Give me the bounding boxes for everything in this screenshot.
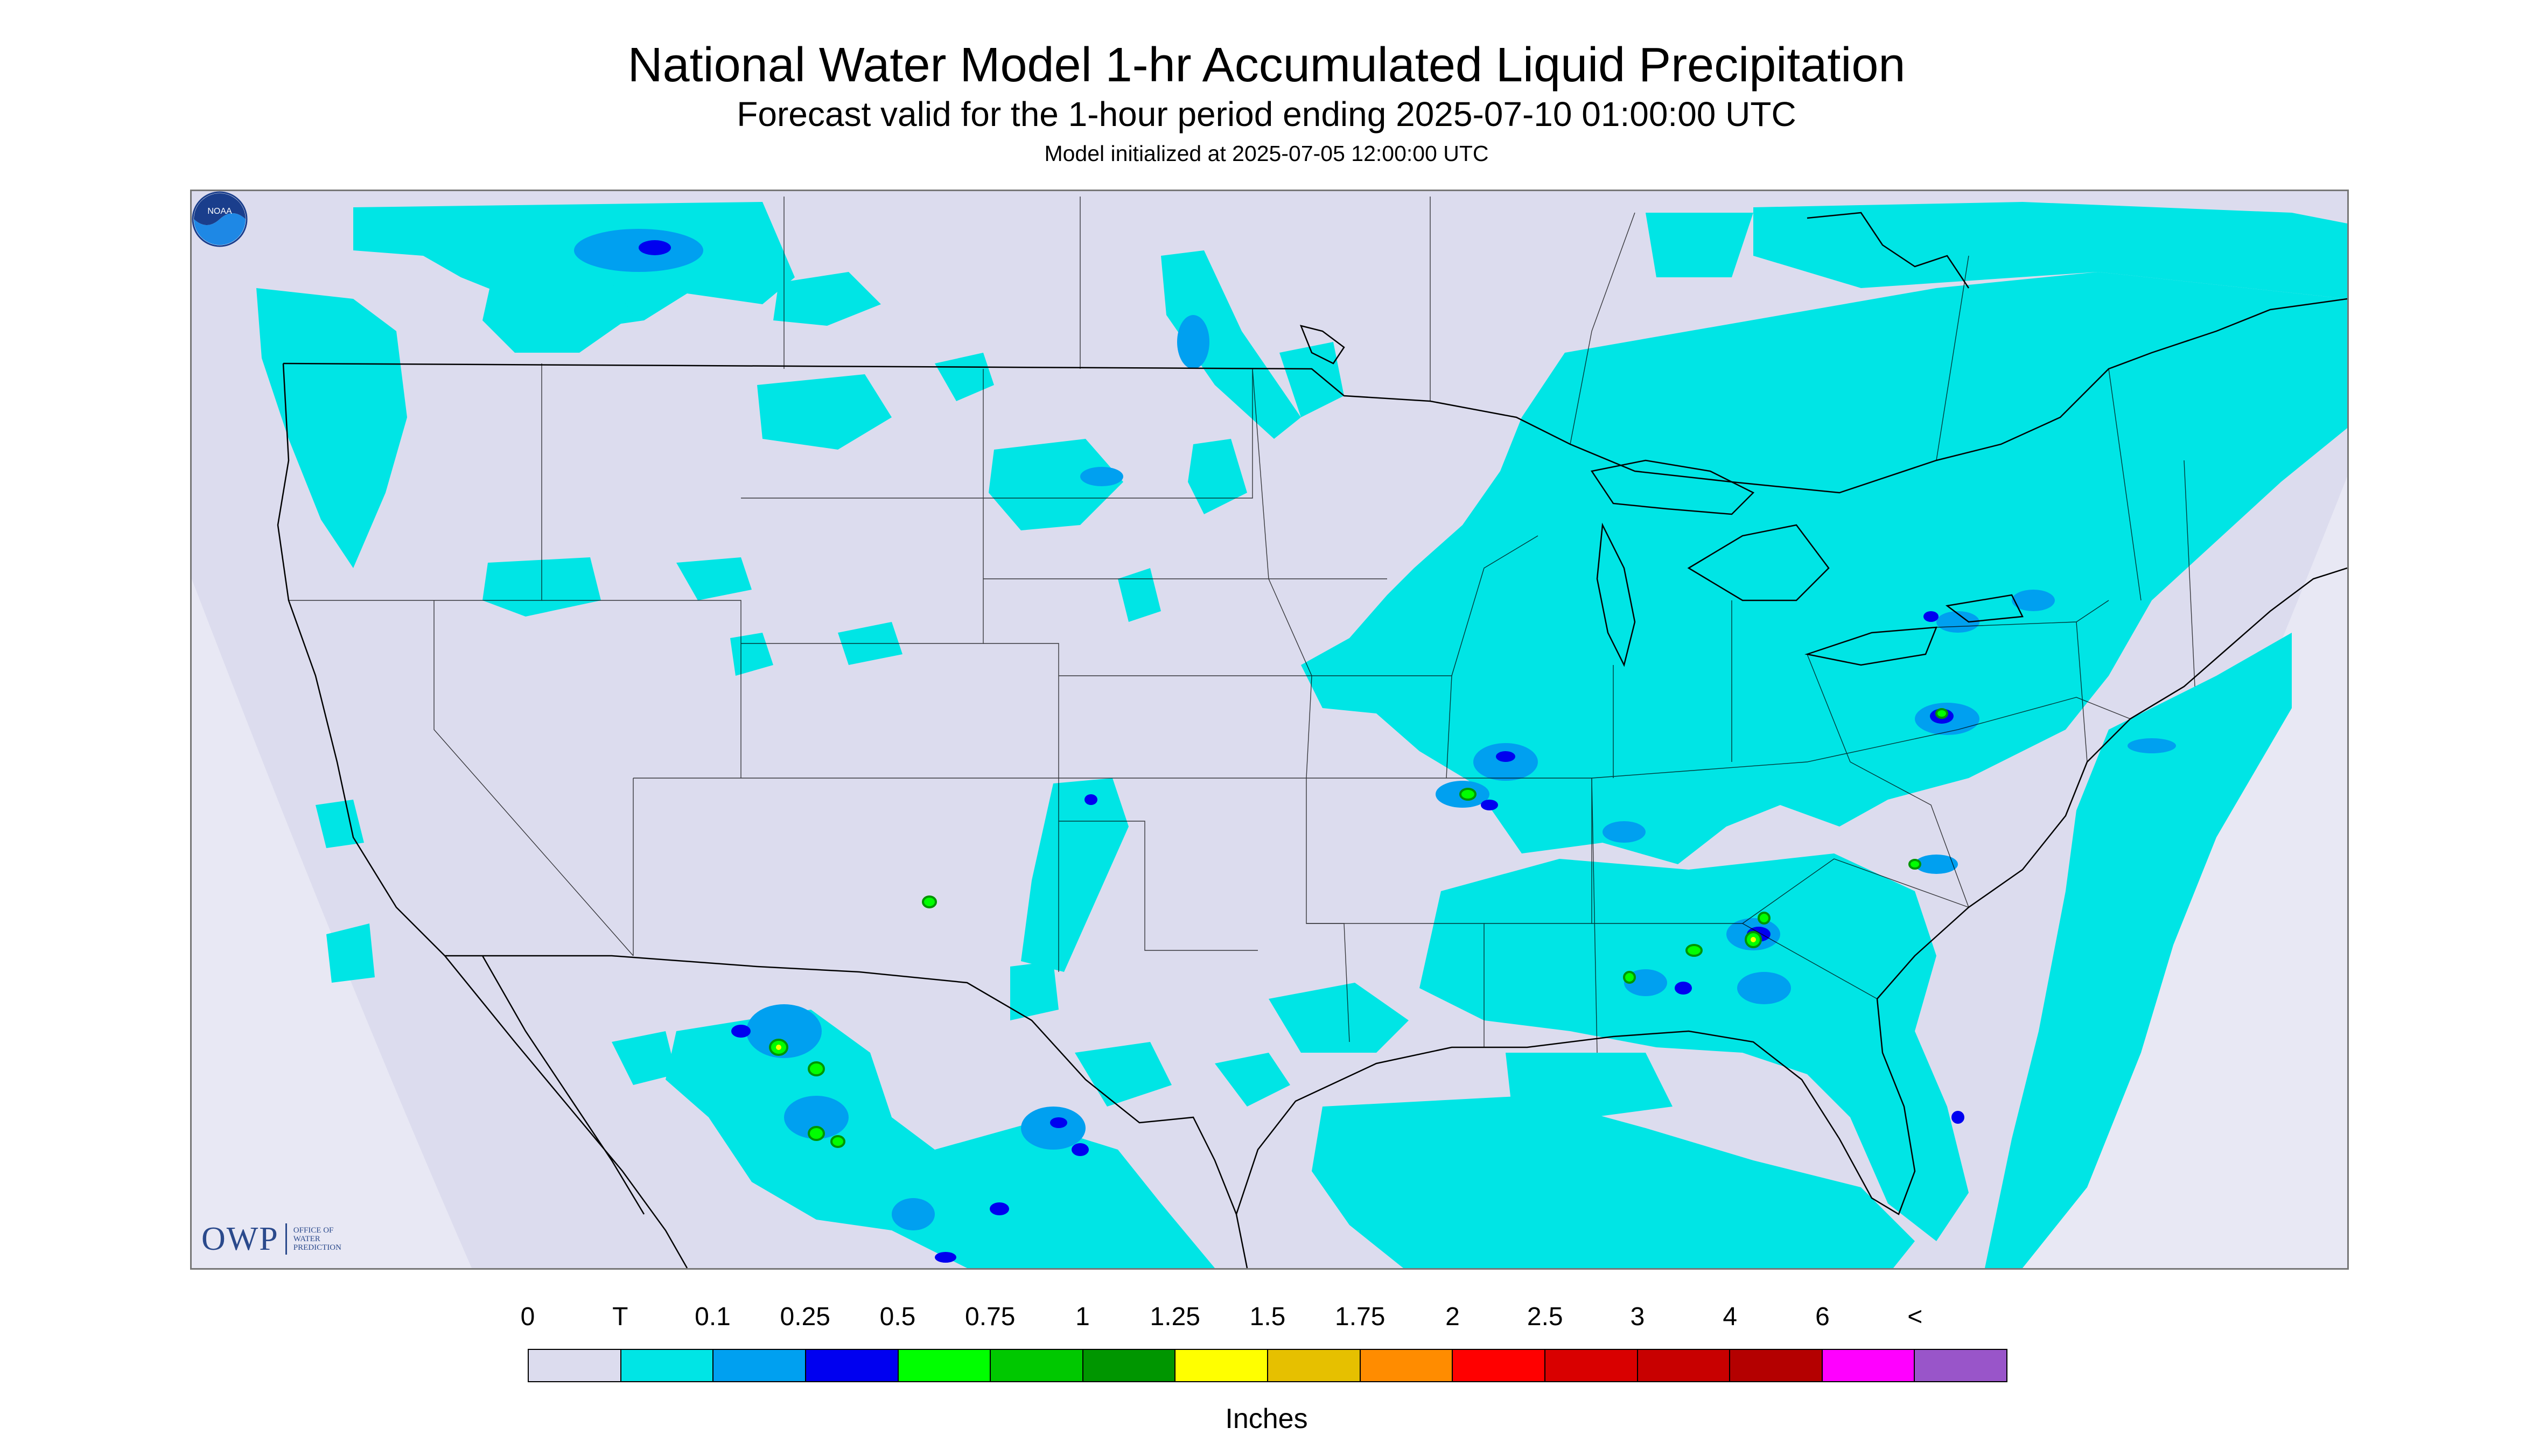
legend-labels: 0 T 0.1 0.25 0.5 0.75 1 1.25 1.5 1.75 2 2.5 3 4 6 < [0, 1302, 2533, 1334]
model-init-text: Model initialized at 2025-07-05 12:00:00… [1044, 141, 1489, 166]
legend-tick-label: < [1907, 1303, 1923, 1331]
domain-edge-left [192, 579, 472, 1268]
legend-swatch [713, 1350, 806, 1381]
state-borders [289, 197, 2195, 1053]
legend-swatch [1730, 1350, 1823, 1381]
noaa-logo-icon: NOAA [192, 191, 248, 247]
legend-tick-label: 0.25 [780, 1303, 830, 1331]
legend-units: Inches [1225, 1403, 1308, 1434]
legend-tick-label: 1.5 [1249, 1303, 1286, 1331]
legend-swatch [1822, 1350, 1915, 1381]
legend-tick-label: T [612, 1303, 628, 1331]
legend-tick-label: 4 [1723, 1303, 1738, 1331]
legend-tick-label: 0.1 [695, 1303, 731, 1331]
legend-swatch [898, 1350, 991, 1381]
precip-very-heavy [776, 937, 1756, 1050]
legend-swatch [1545, 1350, 1638, 1381]
noaa-logo-mark: NOAA [207, 207, 232, 216]
legend-swatch [1268, 1350, 1361, 1381]
map-title: National Water Model 1-hr Accumulated Li… [627, 38, 1906, 92]
domain-edge-right [2006, 477, 2347, 1268]
legend-colorbar [528, 1349, 2007, 1382]
precipitation-map: OWP OFFICE OF WATER PREDICTION NOAA [190, 190, 2349, 1270]
legend-tick-label: 0.75 [965, 1303, 1016, 1331]
legend-swatch [1915, 1350, 2006, 1381]
legend-swatch [1360, 1350, 1453, 1381]
legend-tick-label: 0 [520, 1303, 535, 1331]
legend-tick-label: 3 [1630, 1303, 1645, 1331]
legend-tick-label: 6 [1815, 1303, 1830, 1331]
legend-tick-label: 1.25 [1150, 1303, 1200, 1331]
legend-swatch [806, 1350, 899, 1381]
legend-swatch [1453, 1350, 1545, 1381]
legend-swatch [529, 1350, 621, 1381]
legend-tick-label: 2.5 [1527, 1303, 1563, 1331]
legend-swatch [1083, 1350, 1176, 1381]
legend-swatch [991, 1350, 1083, 1381]
map-canvas [192, 197, 2347, 1268]
precip-trace [256, 202, 2347, 1268]
legend-tick-label: 1 [1075, 1303, 1090, 1331]
map-subtitle: Forecast valid for the 1-hour period end… [737, 95, 1796, 134]
legend-swatch [621, 1350, 714, 1381]
legend-tick-label: 0.5 [879, 1303, 916, 1331]
legend-tick-label: 1.75 [1335, 1303, 1386, 1331]
precip-light [574, 229, 2176, 1230]
legend-swatch [1175, 1350, 1268, 1381]
map-borders [277, 212, 2347, 1268]
legend-tick-label: 2 [1445, 1303, 1460, 1331]
owp-logo-text: OFFICE OF WATER PREDICTION [293, 1226, 341, 1252]
precip-medium [639, 240, 1964, 1263]
owp-logo: OWP OFFICE OF WATER PREDICTION [201, 1220, 341, 1258]
owp-logo-divider [285, 1223, 287, 1255]
legend-swatch [1638, 1350, 1731, 1381]
owp-logo-mark: OWP [201, 1220, 279, 1257]
